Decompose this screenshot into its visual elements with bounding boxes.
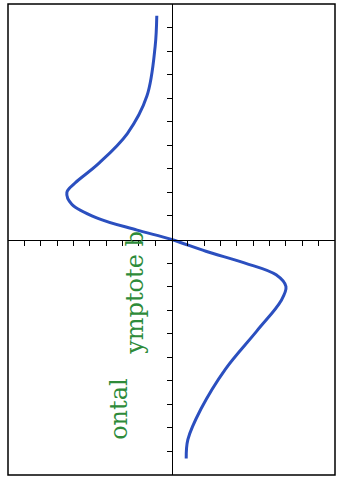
svg-text:ymptote b: ymptote b [121,231,149,355]
svg-text:ontal: ontal [105,378,133,440]
